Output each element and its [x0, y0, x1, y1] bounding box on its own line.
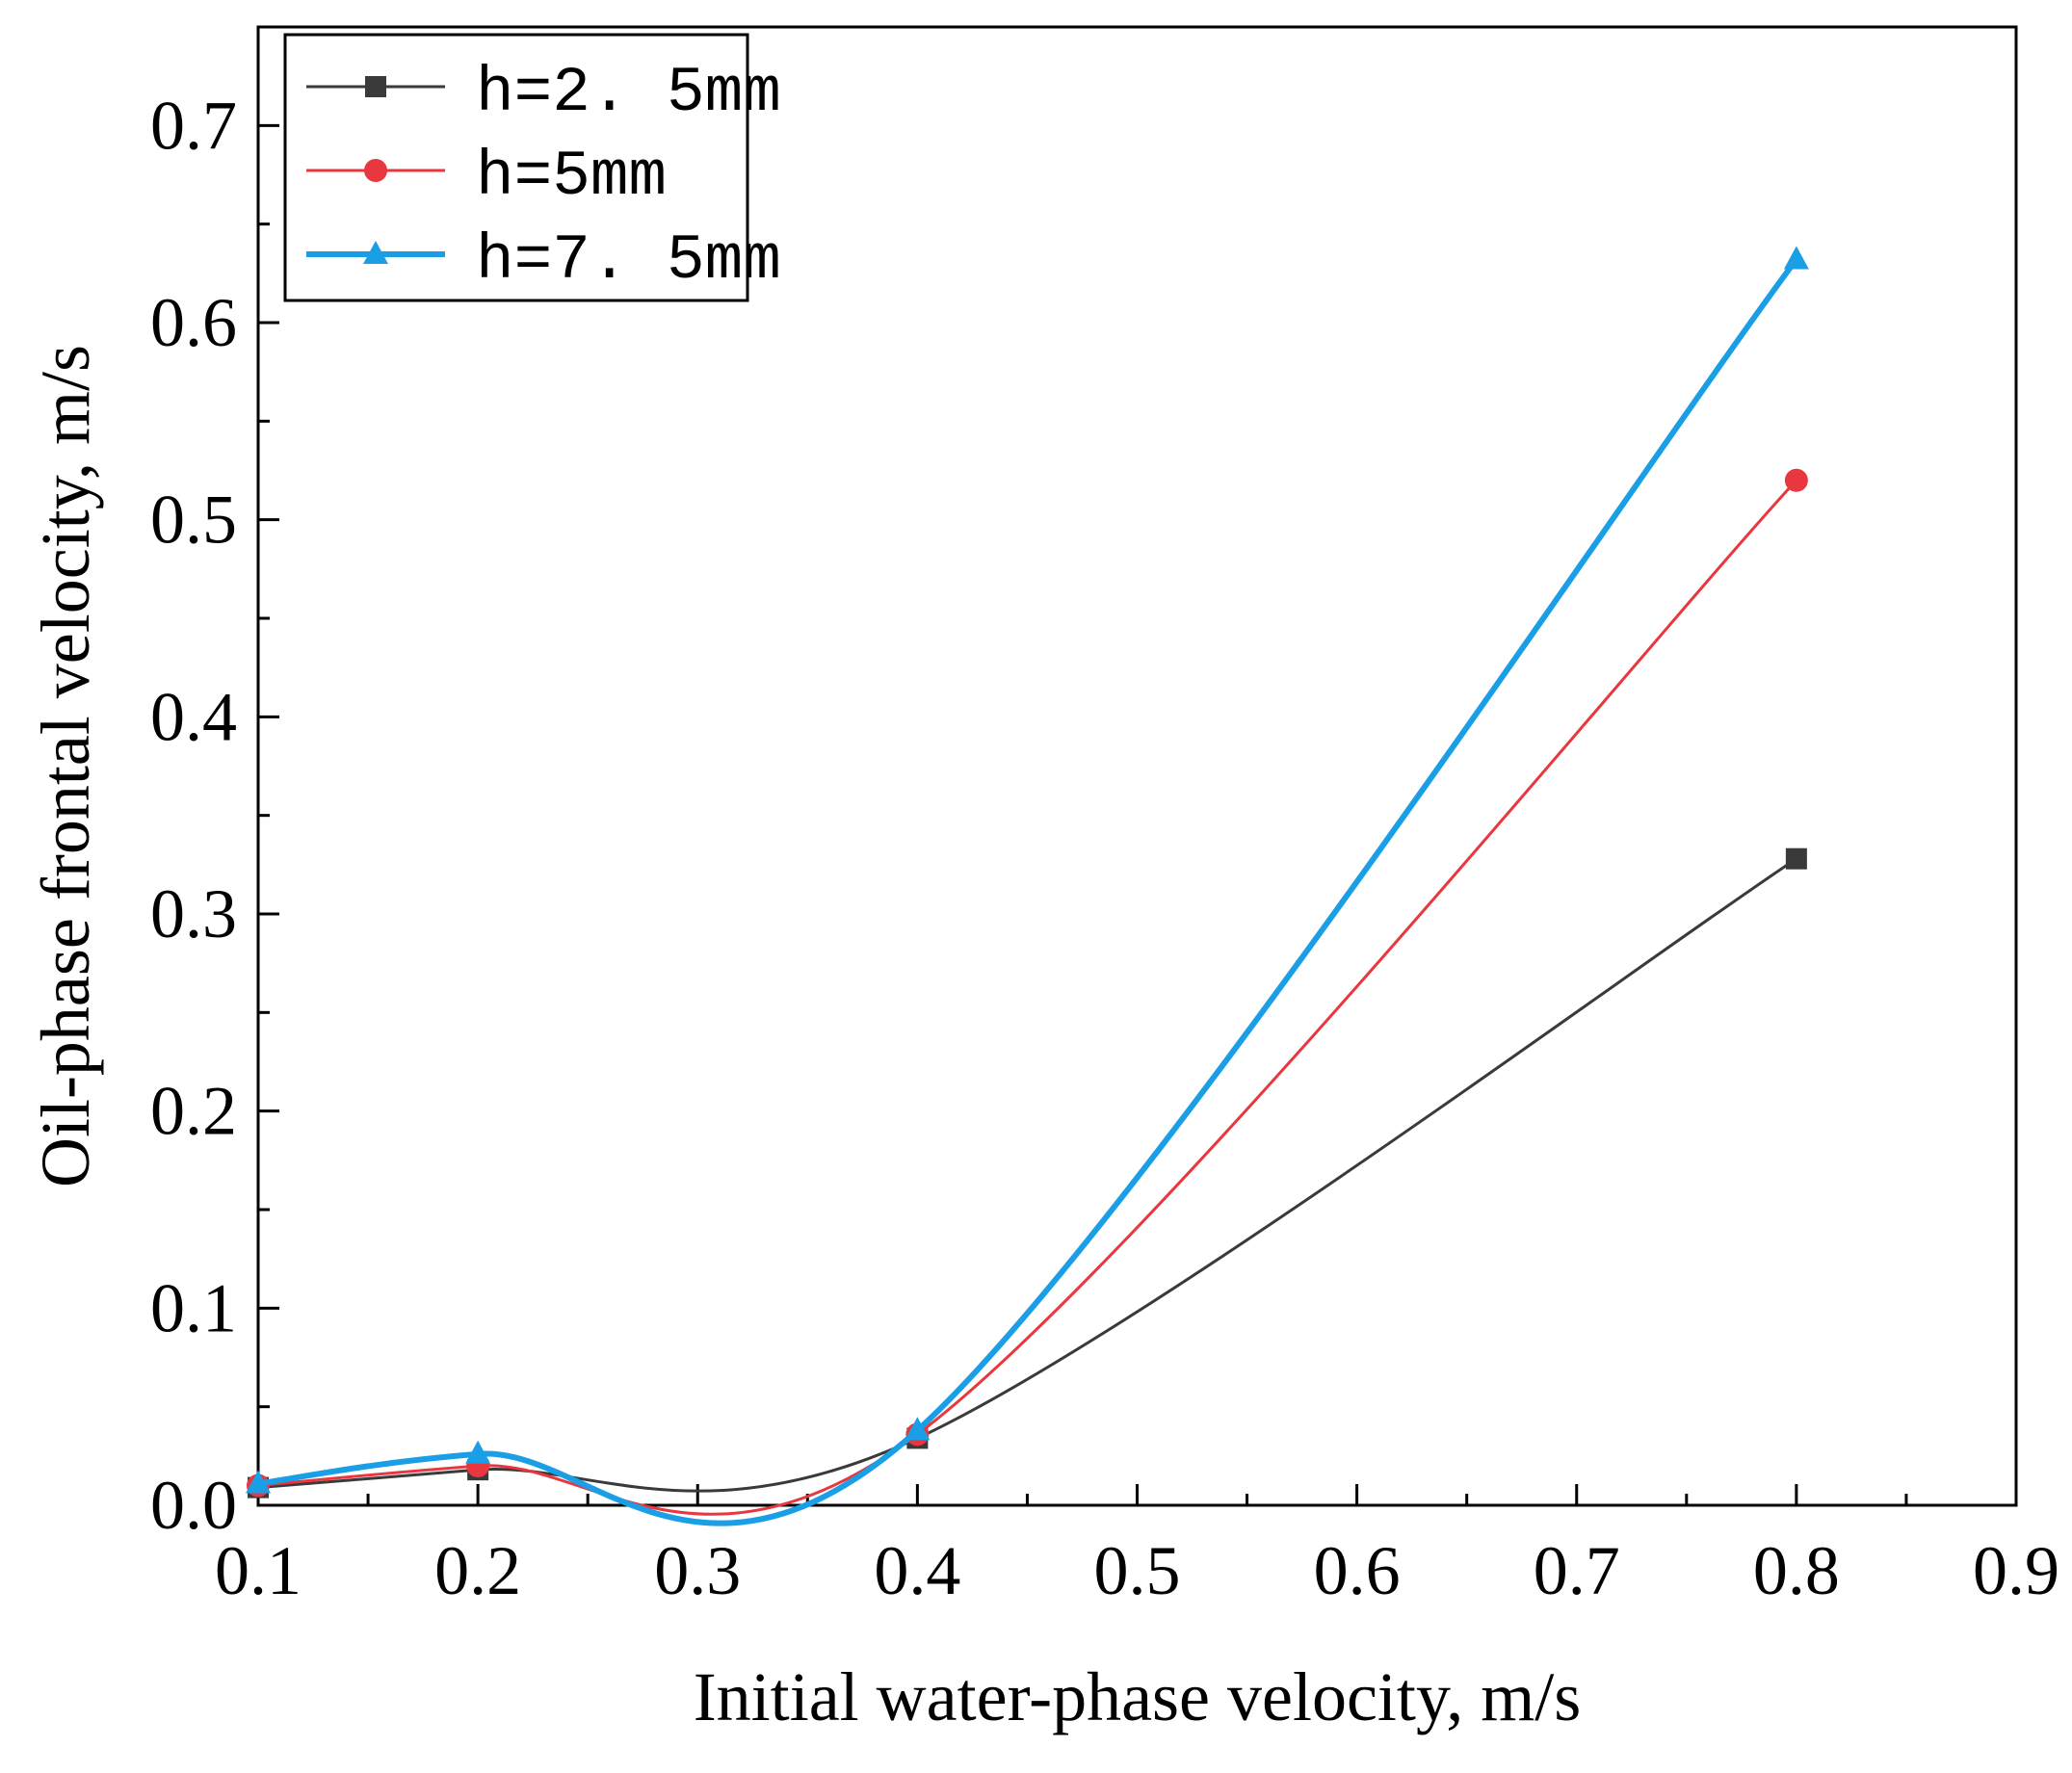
data-point [905, 1417, 931, 1441]
y-tick-label: 0.4 [150, 678, 237, 755]
y-tick-label: 0.3 [150, 875, 237, 952]
ticks-layer: 0.1 0.2 0.3 0.4 0.5 0.6 0.7 0.8 0.90.00.10.20.30… [150, 87, 2059, 1609]
legend-label: h=2. 5mm [476, 57, 781, 129]
series-line [257, 857, 1797, 1493]
x-tick-label: 0.4 [874, 1532, 960, 1609]
data-point [1784, 468, 1808, 492]
legend-marker [363, 241, 388, 264]
data-point [1783, 246, 1809, 270]
x-tick-label: 0.6 [1314, 1532, 1401, 1609]
legend-marker [365, 76, 386, 97]
series-3 [246, 246, 1809, 1526]
series-layer [246, 246, 1809, 1526]
x-tick-label: 0.2 [434, 1532, 521, 1609]
y-tick-label: 0.7 [150, 87, 237, 164]
y-tick-label: 0.1 [150, 1269, 237, 1346]
y-tick-label: 0.6 [150, 284, 237, 361]
x-axis-title: Initial water-phase velocity, m/s [694, 1658, 1582, 1735]
data-point [1785, 847, 1807, 870]
x-tick-label: 0.7 [1534, 1532, 1620, 1609]
x-tick-label: 0.3 [654, 1532, 741, 1609]
y-tick-label: 0.5 [150, 482, 237, 559]
data-point [465, 1440, 491, 1464]
y-tick-label: 0.2 [150, 1073, 237, 1150]
series-2 [247, 468, 1808, 1516]
series-1 [248, 847, 1807, 1499]
y-axis-title: Oil-phase frontal velocity, m/s [27, 345, 104, 1187]
x-tick-label: 0.1 [215, 1532, 302, 1609]
legend-label: h=5mm [476, 141, 667, 213]
x-tick-label: 0.9 [1973, 1532, 2059, 1609]
series-line [257, 479, 1797, 1516]
legend-marker [364, 159, 387, 182]
legend-label: h=7. 5mm [476, 224, 781, 297]
x-tick-label: 0.8 [1753, 1532, 1840, 1609]
legend: h=2. 5mm h=5mm h=7. 5mm [283, 33, 781, 302]
series-line [257, 257, 1799, 1526]
data-point [246, 1470, 271, 1494]
y-tick-label: 0.0 [150, 1467, 237, 1544]
x-tick-label: 0.5 [1094, 1532, 1181, 1609]
